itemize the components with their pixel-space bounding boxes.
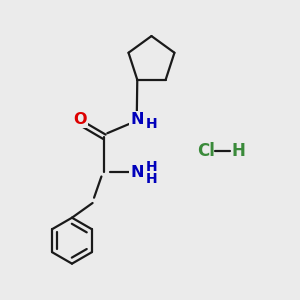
Text: H: H bbox=[232, 142, 246, 160]
Text: H: H bbox=[146, 172, 157, 186]
Text: N: N bbox=[130, 112, 143, 127]
Text: O: O bbox=[74, 112, 87, 127]
Text: N: N bbox=[130, 165, 143, 180]
Text: Cl: Cl bbox=[197, 142, 215, 160]
Text: H: H bbox=[146, 117, 158, 131]
Text: H: H bbox=[146, 160, 157, 174]
